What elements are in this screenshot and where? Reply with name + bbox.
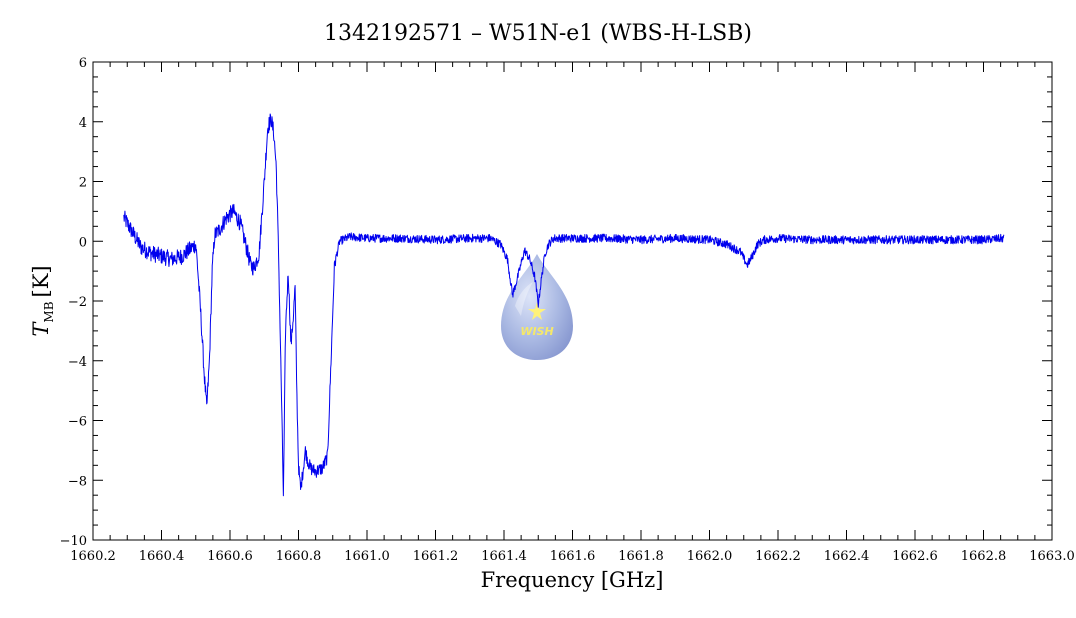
y-axis-label-unit: [K]	[29, 265, 53, 297]
svg-text:TMB[K]: TMB [K]	[29, 265, 56, 336]
x-tick-label: 1662.0	[687, 549, 733, 564]
x-tick-label: 1661.6	[550, 549, 596, 564]
x-tick-label: 1661.4	[481, 549, 527, 564]
x-tick-label: 1660.8	[276, 549, 322, 564]
axis-ticks	[92, 61, 1053, 541]
plot-frame	[92, 61, 1053, 541]
y-tick-label: −4	[68, 355, 87, 370]
y-tick-label: −8	[68, 474, 87, 489]
x-tick-label: 1661.0	[344, 549, 390, 564]
y-tick-label: −2	[68, 295, 87, 310]
y-tick-label: 0	[79, 235, 87, 250]
x-axis-label: Frequency [GHz]	[481, 568, 664, 592]
x-tick-label: 1662.4	[824, 549, 870, 564]
spectrum-series-line	[123, 113, 1005, 497]
drop-highlight-icon	[515, 282, 533, 316]
x-tick-label: 1660.2	[70, 549, 116, 564]
y-tick-label: 4	[79, 116, 87, 131]
y-tick-label: −6	[68, 415, 87, 430]
x-tick-label: 1662.2	[755, 549, 801, 564]
y-tick-label: 2	[79, 176, 87, 191]
y-tick-label: −10	[60, 534, 87, 549]
x-tick-label: 1662.6	[892, 549, 938, 564]
logo-text: WISH	[520, 325, 553, 338]
x-tick-label: 1661.8	[618, 549, 664, 564]
y-axis-label-main: T	[29, 321, 53, 337]
star-icon	[528, 302, 546, 320]
wish-logo: WISH	[501, 254, 573, 360]
x-tick-labels: 1660.2 1660.4 1660.6 1660.8 1661.0 1661.2 1661…	[70, 549, 1075, 564]
x-tick-label: 1662.8	[961, 549, 1007, 564]
x-tick-label: 1660.4	[139, 549, 185, 564]
y-tick-labels: −10 −8 −6 −4 −2 0 2 4 6	[60, 56, 87, 549]
x-tick-label: 1661.2	[413, 549, 459, 564]
y-axis-label-sub: MB	[42, 301, 56, 322]
chart-title: 1342192571 – W51N-e1 (WBS-H-LSB)	[324, 21, 752, 46]
x-tick-label: 1660.6	[207, 549, 253, 564]
y-axis-label: TMB [K]	[29, 265, 56, 336]
y-tick-label: 6	[79, 56, 87, 71]
x-tick-label: 1663.0	[1029, 549, 1075, 564]
